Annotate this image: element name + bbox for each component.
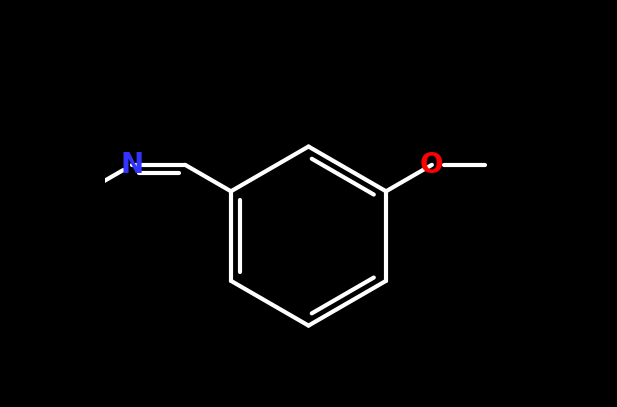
Text: N: N <box>121 151 144 179</box>
Text: O: O <box>420 151 444 179</box>
